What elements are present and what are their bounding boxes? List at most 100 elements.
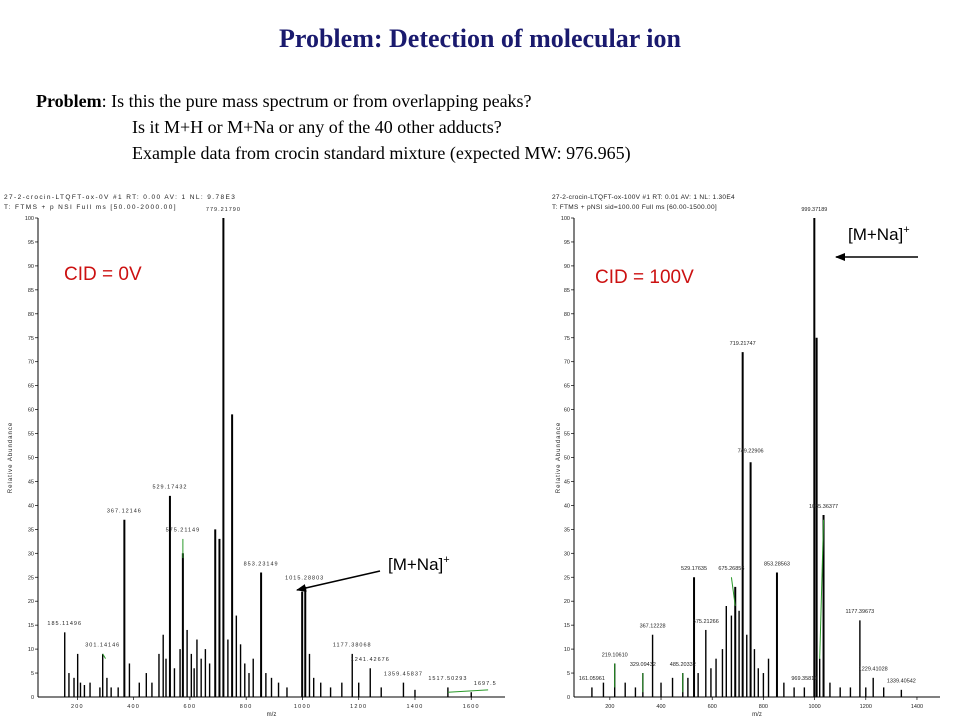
y-tick-label: 50 [564, 456, 570, 462]
peak-label: 779.21790 [206, 207, 241, 213]
y-tick-label: 10 [564, 647, 570, 653]
spectrum-cid-0v: 27-2-crocin-LTQFT-ox-0V #1 RT: 0.00 AV: … [4, 194, 505, 718]
x-tick-label: 800 [240, 704, 253, 710]
x-tick-label: 1200 [350, 704, 367, 710]
peak-label-leader [447, 689, 489, 693]
y-tick-label: 5 [31, 671, 34, 677]
peak-label: 969.35810 [791, 676, 817, 682]
problem-label: Problem [36, 91, 102, 111]
problem-line-1: Problem: Is this the pure mass spectrum … [36, 88, 936, 114]
y-tick-label: 35 [564, 527, 570, 533]
y-tick-label: 95 [564, 240, 570, 246]
x-tick-label: 400 [656, 704, 665, 710]
peak-label: 749.22906 [738, 449, 764, 455]
y-tick-label: 15 [28, 623, 34, 629]
y-tick-label: 65 [28, 384, 34, 390]
y-tick-label: 80 [28, 312, 34, 318]
y-tick-label: 50 [28, 456, 34, 462]
x-tick-label: 200 [71, 704, 84, 710]
y-tick-label: 45 [28, 479, 34, 485]
peak-label: 161.05961 [579, 676, 605, 682]
x-tick-label: 600 [708, 704, 717, 710]
peak-label: 1177.39673 [846, 609, 875, 615]
ion-label-text: [M+Na] [848, 225, 903, 244]
ion-label-text: [M+Na] [388, 555, 443, 574]
y-tick-label: 55 [28, 432, 34, 438]
peak-label: 853.28563 [764, 561, 790, 567]
x-tick-label: 1200 [860, 704, 872, 710]
peak-label: 575.21266 [693, 619, 719, 625]
y-tick-label: 0 [31, 695, 34, 701]
peak-label: 301.14146 [85, 643, 120, 649]
y-tick-label: 30 [28, 551, 34, 557]
ion-label: [M+Na]+ [848, 224, 910, 244]
peak-label-leader [819, 519, 825, 659]
spectrum-header-line-2: T: FTMS + pNSI sid=100.00 Full ms [60.00… [552, 204, 717, 211]
problem-statement: Problem: Is this the pure mass spectrum … [36, 88, 936, 166]
ion-label-charge: + [443, 554, 449, 566]
ion-label-charge: + [903, 224, 909, 236]
x-tick-label: 1600 [463, 704, 480, 710]
slide-title: Problem: Detection of molecular ion [279, 24, 681, 53]
peak-label: 1035.36377 [809, 504, 838, 510]
peak-label: 1241.42676 [351, 657, 390, 663]
y-tick-label: 70 [564, 360, 570, 366]
y-tick-label: 35 [28, 527, 34, 533]
y-tick-label: 65 [564, 384, 570, 390]
peak-label: 367.12228 [640, 624, 666, 630]
y-tick-label: 30 [564, 551, 570, 557]
peak-label: 853.23149 [244, 561, 279, 567]
x-tick-label: 1400 [911, 704, 923, 710]
y-tick-label: 25 [28, 575, 34, 581]
cid-annotation: CID = 0V [64, 264, 142, 285]
x-axis-label: m/z [267, 712, 277, 718]
peak-label: 529.17635 [681, 566, 707, 572]
peak-label: 1359.45837 [384, 671, 423, 677]
x-tick-label: 200 [605, 704, 614, 710]
peak-label-leader [730, 577, 736, 607]
peak-label: 1697.5 [474, 681, 497, 687]
ion-arrow [296, 570, 381, 592]
peak-label: 575.21149 [166, 528, 201, 534]
y-tick-label: 90 [28, 264, 34, 270]
problem-line-3: Example data from crocin standard mixtur… [132, 143, 631, 163]
peak-label: 1177.38068 [333, 643, 372, 649]
peak-label: 1339.40542 [887, 679, 916, 685]
problem-question: : Is this the pure mass spectrum or from… [101, 91, 532, 111]
x-tick-label: 400 [127, 704, 140, 710]
x-tick-label: 800 [759, 704, 768, 710]
peak-label: 1015.28803 [285, 576, 324, 582]
y-tick-label: 100 [561, 216, 570, 222]
peak-label: 529.17432 [152, 485, 187, 491]
peak-label: 329.09432 [630, 662, 656, 668]
x-tick-label: 600 [184, 704, 197, 710]
y-tick-label: 75 [28, 336, 34, 342]
y-tick-label: 40 [28, 503, 34, 509]
y-tick-label: 85 [28, 288, 34, 294]
x-tick-label: 1000 [808, 704, 820, 710]
y-tick-label: 95 [28, 240, 34, 246]
y-tick-label: 70 [28, 360, 34, 366]
spectrum-cid-100v: 27-2-crocin-LTQFT-ox-100V #1 RT: 0.01 AV… [552, 194, 940, 718]
y-tick-label: 15 [564, 623, 570, 629]
cid-annotation: CID = 100V [595, 267, 694, 288]
y-tick-label: 75 [564, 336, 570, 342]
y-tick-label: 10 [28, 647, 34, 653]
peak-label: 367.12146 [107, 509, 142, 515]
peak-label: 219.10610 [602, 652, 628, 658]
y-tick-label: 100 [25, 216, 34, 222]
peak-label: 675.26856 [718, 566, 744, 572]
y-tick-label: 5 [567, 671, 570, 677]
y-tick-label: 85 [564, 288, 570, 294]
peak-label: 999.37189 [801, 207, 827, 213]
spectrum-header-line-1: 27-2-crocin-LTQFT-ox-100V #1 RT: 0.01 AV… [552, 194, 735, 201]
y-tick-label: 60 [564, 408, 570, 414]
y-tick-label: 90 [564, 264, 570, 270]
y-tick-label: 40 [564, 503, 570, 509]
y-tick-label: 80 [564, 312, 570, 318]
y-tick-label: 20 [564, 599, 570, 605]
y-tick-label: 20 [28, 599, 34, 605]
x-tick-label: 1400 [406, 704, 423, 710]
peak-label: 719.21747 [730, 341, 756, 347]
